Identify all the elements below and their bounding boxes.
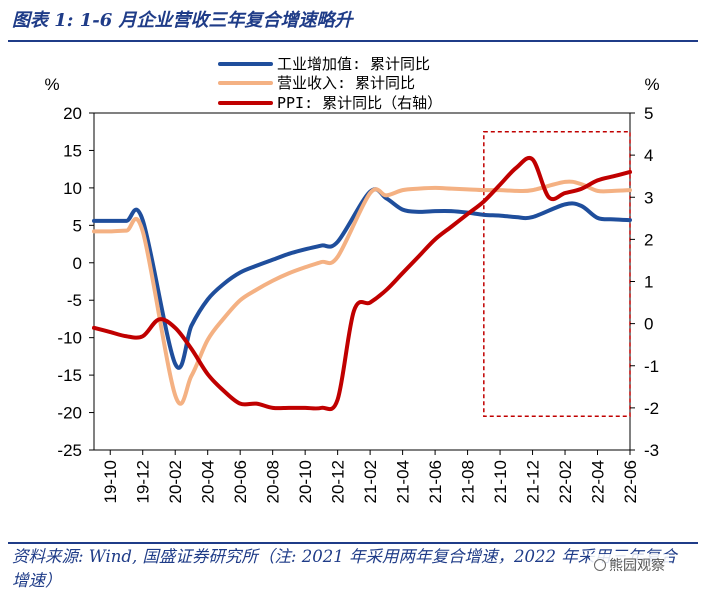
title-divider bbox=[8, 40, 698, 42]
x-tick-label: 20-04 bbox=[199, 460, 218, 503]
y-right-tick-label: 5 bbox=[644, 104, 653, 123]
x-tick-label: 21-08 bbox=[459, 460, 478, 503]
x-tick-label: 19-12 bbox=[134, 460, 153, 503]
series-line-industrial bbox=[92, 187, 632, 370]
series-line-ppi bbox=[92, 155, 632, 412]
footer-divider bbox=[8, 542, 698, 544]
x-tick-label: 20-10 bbox=[296, 460, 315, 503]
y-right-tick-label: -2 bbox=[644, 399, 659, 418]
x-tick-label: 20-06 bbox=[231, 460, 250, 503]
y-right-tick-label: 2 bbox=[644, 230, 653, 249]
x-tick-label: 21-02 bbox=[361, 460, 380, 503]
x-tick-label: 22-02 bbox=[556, 460, 575, 503]
y-left-tick-label: -20 bbox=[57, 404, 82, 423]
legend-item-ppi: PPI: 累计同比（右轴） bbox=[218, 94, 442, 112]
legend-label: 营业收入: 累计同比 bbox=[277, 74, 415, 92]
y-right-tick-label: 3 bbox=[644, 188, 653, 207]
plot-border bbox=[93, 112, 631, 451]
x-tick-label: 22-06 bbox=[621, 460, 640, 503]
y-left-tick-label: 5 bbox=[73, 216, 82, 235]
y-left-tick-label: 10 bbox=[63, 179, 82, 198]
y-left-tick-label: -25 bbox=[57, 441, 82, 460]
x-tick-label: 21-06 bbox=[426, 460, 445, 503]
y-left-tick-label: -10 bbox=[57, 329, 82, 348]
y-right-tick-label: 4 bbox=[644, 146, 653, 165]
x-tick-label: 21-12 bbox=[524, 460, 543, 503]
y-right-tick-label: 0 bbox=[644, 315, 653, 334]
watermark: 熊园观察 bbox=[590, 554, 669, 576]
y-left-tick-label: -15 bbox=[57, 366, 82, 385]
x-tick-label: 22-04 bbox=[589, 460, 608, 503]
wechat-icon bbox=[594, 559, 606, 571]
y-right-tick-label: 1 bbox=[644, 273, 653, 292]
watermark-text: 熊园观察 bbox=[609, 558, 665, 574]
highlight-box bbox=[483, 130, 631, 418]
highlight-layer bbox=[483, 130, 631, 418]
series-line-revenue bbox=[92, 179, 632, 406]
legend-label: 工业增加值: 累计同比 bbox=[277, 55, 430, 73]
x-tick-label: 19-10 bbox=[101, 460, 120, 503]
y-right-tick-label: -1 bbox=[644, 357, 659, 376]
y-left-unit: % bbox=[44, 75, 59, 94]
y-left-tick-label: 0 bbox=[73, 254, 82, 273]
x-tick-label: 21-04 bbox=[394, 460, 413, 503]
y-left-tick-label: 15 bbox=[63, 141, 82, 160]
series-layer bbox=[92, 155, 632, 412]
legend-item-industrial: 工业增加值: 累计同比 bbox=[218, 55, 430, 73]
figure-title: 图表 1: 1-6 月企业营收三年复合增速略升 bbox=[12, 10, 353, 31]
x-tick-label: 21-10 bbox=[491, 460, 510, 503]
x-tick-label: 20-08 bbox=[264, 460, 283, 503]
source-note: 资料来源: Wind, 国盛证券研究所（注: 2021 年采用两年复合增速，20… bbox=[12, 547, 677, 590]
legend-label: PPI: 累计同比（右轴） bbox=[277, 94, 442, 112]
plot-frame bbox=[93, 112, 631, 451]
y-left-tick-label: -5 bbox=[67, 291, 82, 310]
y-right-tick-label: -3 bbox=[644, 441, 659, 460]
legend-item-revenue: 营业收入: 累计同比 bbox=[218, 74, 415, 92]
y-right-unit: % bbox=[644, 75, 659, 94]
x-tick-label: 20-02 bbox=[166, 460, 185, 503]
y-left-tick-label: 20 bbox=[63, 104, 82, 123]
x-tick-label: 20-12 bbox=[329, 460, 348, 503]
